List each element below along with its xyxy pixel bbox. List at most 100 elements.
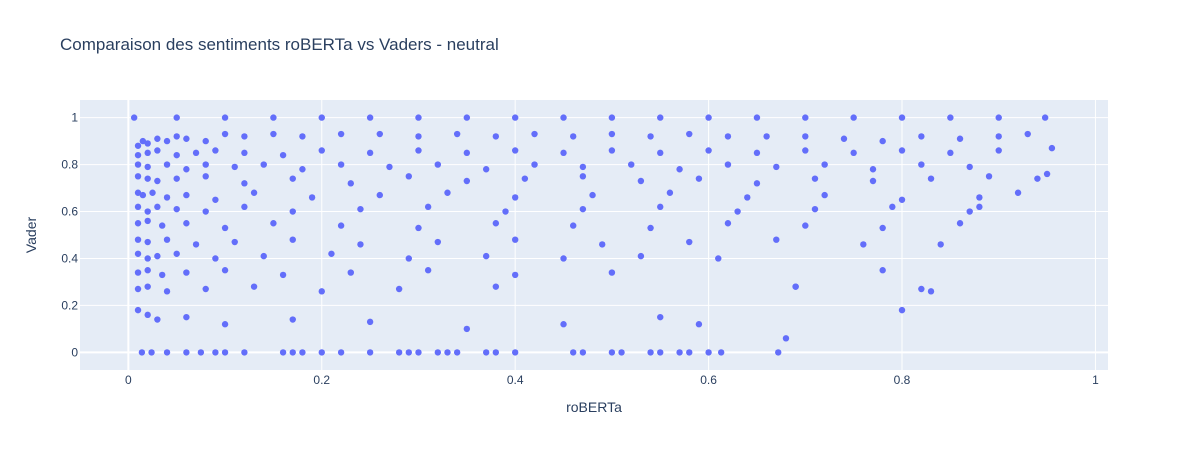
- data-point: [705, 147, 712, 154]
- data-point: [802, 114, 809, 121]
- data-point: [144, 311, 151, 319]
- data-point: [705, 114, 712, 121]
- data-point: [163, 194, 171, 201]
- data-point: [637, 177, 645, 185]
- data-point: [879, 224, 886, 232]
- data-point: [337, 130, 345, 138]
- data-point: [221, 224, 229, 232]
- data-point: [183, 220, 190, 227]
- data-point: [898, 114, 906, 121]
- data-point: [579, 173, 587, 180]
- data-point: [560, 114, 567, 121]
- data-point: [802, 222, 809, 229]
- data-point: [183, 313, 190, 321]
- data-point: [405, 173, 413, 180]
- data-point: [337, 349, 345, 356]
- data-point: [775, 349, 782, 356]
- data-point: [618, 349, 625, 356]
- data-point: [608, 349, 616, 356]
- data-point: [279, 349, 287, 356]
- data-point: [715, 255, 722, 262]
- y-tick-label: 1: [71, 111, 78, 125]
- data-point: [415, 133, 422, 140]
- data-point: [173, 151, 180, 159]
- data-point: [415, 224, 422, 232]
- data-point: [453, 349, 461, 356]
- data-point: [744, 194, 751, 201]
- data-point: [879, 137, 886, 145]
- data-point: [212, 147, 219, 154]
- data-point: [299, 349, 306, 356]
- data-point: [130, 114, 138, 121]
- data-point: [560, 255, 567, 262]
- data-point: [724, 220, 732, 227]
- data-point: [434, 349, 442, 356]
- data-point: [511, 194, 519, 201]
- data-point: [1041, 114, 1049, 121]
- data-point: [995, 147, 1002, 154]
- data-point: [154, 147, 161, 154]
- data-point: [139, 137, 147, 145]
- data-point: [444, 189, 451, 196]
- data-point: [405, 349, 413, 356]
- data-point: [1034, 175, 1041, 182]
- data-point: [628, 161, 635, 168]
- data-point: [976, 203, 983, 211]
- data-point: [289, 208, 296, 215]
- data-point: [144, 163, 151, 171]
- data-point: [492, 349, 500, 356]
- data-point: [347, 269, 354, 276]
- data-point: [183, 269, 190, 276]
- data-point: [148, 349, 155, 356]
- data-point: [463, 149, 471, 157]
- data-point: [134, 203, 142, 211]
- data-point: [260, 252, 267, 260]
- data-point: [1048, 144, 1056, 152]
- data-point: [898, 147, 906, 154]
- y-tick-label: 0.8: [61, 158, 78, 172]
- data-point: [395, 285, 403, 293]
- data-point: [956, 220, 964, 227]
- data-point: [773, 236, 780, 243]
- data-point: [657, 203, 664, 211]
- data-point: [144, 238, 151, 246]
- data-point: [647, 224, 654, 232]
- data-point: [434, 161, 442, 168]
- data-point: [560, 149, 567, 157]
- plot-background: [80, 100, 1108, 370]
- data-point: [299, 166, 306, 173]
- data-point: [163, 161, 171, 168]
- data-point: [318, 349, 325, 356]
- data-point: [1043, 170, 1051, 178]
- data-point: [724, 133, 732, 140]
- data-point: [134, 189, 142, 196]
- data-point: [753, 114, 761, 121]
- data-point: [453, 130, 461, 138]
- data-point: [570, 222, 577, 229]
- data-point: [763, 133, 770, 140]
- data-point: [173, 114, 180, 121]
- data-points: [130, 114, 1056, 356]
- data-point: [173, 250, 180, 257]
- data-point: [705, 349, 712, 356]
- data-point: [163, 236, 171, 243]
- data-point: [482, 166, 490, 173]
- data-point: [676, 166, 683, 173]
- data-point: [966, 208, 973, 215]
- data-point: [879, 267, 886, 274]
- data-point: [821, 161, 828, 168]
- data-point: [676, 349, 683, 356]
- data-point: [599, 241, 606, 248]
- data-point: [657, 313, 664, 321]
- data-point: [666, 189, 674, 196]
- data-point: [570, 349, 577, 356]
- data-point: [183, 166, 190, 173]
- data-point: [154, 135, 161, 142]
- data-point: [424, 203, 432, 211]
- data-point: [579, 349, 587, 356]
- data-point: [328, 250, 335, 257]
- data-point: [657, 114, 664, 121]
- data-point: [937, 241, 944, 248]
- data-point: [647, 133, 654, 140]
